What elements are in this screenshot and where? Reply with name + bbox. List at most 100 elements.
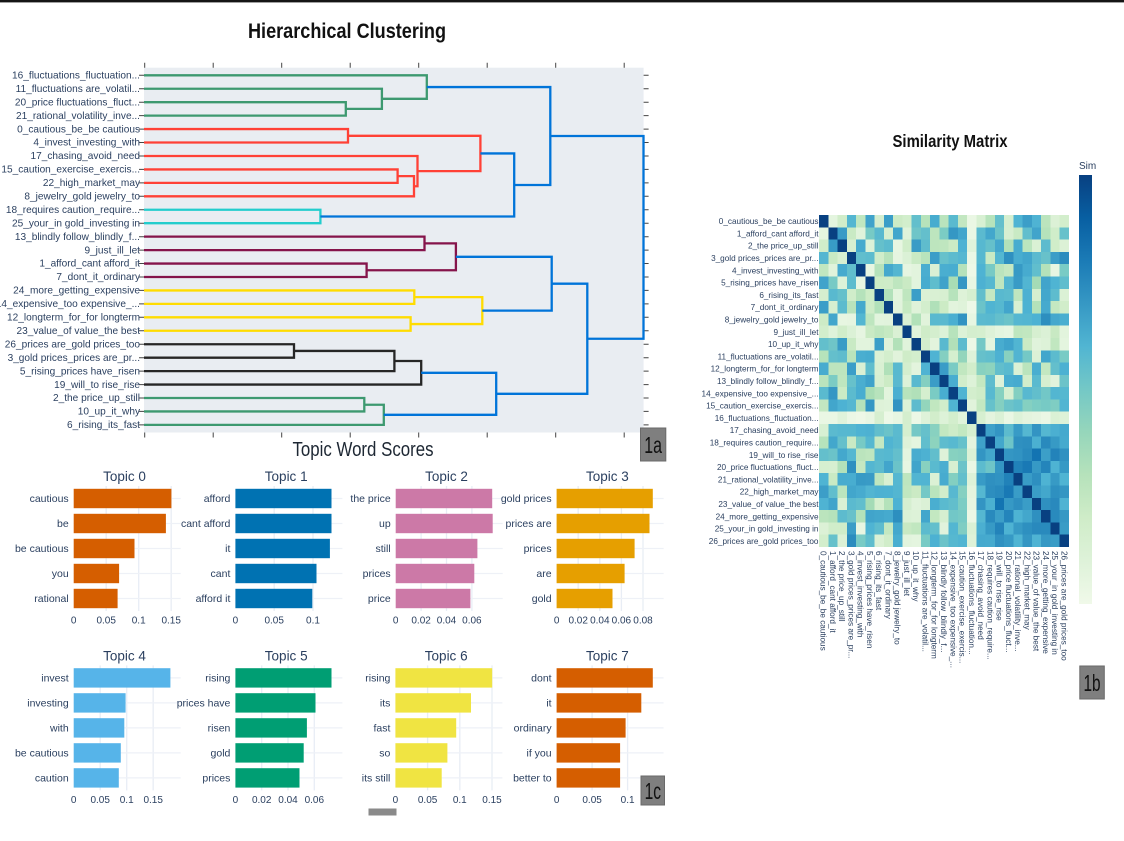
svg-text:11_fluctuations are_volatil...: 11_fluctuations are_volatil... bbox=[16, 84, 140, 95]
svg-text:18_requires caution_require...: 18_requires caution_require... bbox=[985, 551, 994, 660]
svg-text:0.02: 0.02 bbox=[568, 616, 588, 627]
svg-text:its still: its still bbox=[362, 772, 391, 784]
svg-text:0.05: 0.05 bbox=[418, 795, 438, 806]
svg-text:still: still bbox=[376, 543, 391, 555]
svg-text:22_high_market_may: 22_high_market_may bbox=[740, 488, 820, 497]
svg-text:0: 0 bbox=[233, 616, 239, 627]
svg-text:15_caution_exercise_exercis...: 15_caution_exercise_exercis... bbox=[1, 165, 140, 176]
svg-text:8_jewelry_gold jewelry_to: 8_jewelry_gold jewelry_to bbox=[725, 316, 819, 325]
svg-text:price: price bbox=[368, 593, 391, 605]
svg-text:if you: if you bbox=[526, 747, 551, 759]
svg-text:0: 0 bbox=[393, 795, 399, 806]
svg-text:14_expensive_too expensive_...: 14_expensive_too expensive_... bbox=[0, 299, 140, 310]
svg-text:24_more_getting_expensive: 24_more_getting_expensive bbox=[716, 512, 819, 521]
svg-text:0.1: 0.1 bbox=[621, 795, 635, 806]
svg-text:16_fluctuations_fluctuation...: 16_fluctuations_fluctuation... bbox=[12, 71, 140, 82]
svg-text:Topic Word Scores: Topic Word Scores bbox=[293, 438, 434, 461]
svg-text:24_more_getting_expensive: 24_more_getting_expensive bbox=[1041, 551, 1050, 654]
svg-text:invest: invest bbox=[41, 672, 69, 684]
svg-text:22_high_market_may: 22_high_market_may bbox=[1022, 551, 1031, 631]
svg-text:9_just_ill_let: 9_just_ill_let bbox=[902, 551, 911, 597]
svg-text:prices have: prices have bbox=[177, 697, 231, 709]
svg-text:Sim: Sim bbox=[1079, 161, 1096, 172]
svg-text:0.05: 0.05 bbox=[264, 616, 284, 627]
svg-text:Topic 1: Topic 1 bbox=[265, 469, 308, 484]
svg-text:0: 0 bbox=[71, 616, 77, 627]
svg-text:6_rising_its_fast: 6_rising_its_fast bbox=[874, 551, 883, 611]
svg-text:0.06: 0.06 bbox=[612, 616, 632, 627]
svg-text:12_longterm_for_for longterm: 12_longterm_for_for longterm bbox=[7, 313, 140, 324]
svg-text:the price: the price bbox=[350, 493, 390, 505]
svg-text:25_your_in gold_investing in: 25_your_in gold_investing in bbox=[12, 218, 140, 229]
svg-text:0.1: 0.1 bbox=[453, 795, 467, 806]
svg-text:are: are bbox=[536, 568, 551, 580]
svg-text:5_rising_prices have_risen: 5_rising_prices have_risen bbox=[721, 279, 819, 288]
svg-text:11_fluctuations are_volatil...: 11_fluctuations are_volatil... bbox=[718, 352, 819, 361]
svg-text:13_blindly follow_blindly_f...: 13_blindly follow_blindly_f... bbox=[717, 377, 819, 386]
svg-text:prices are: prices are bbox=[505, 518, 551, 530]
svg-text:0.02: 0.02 bbox=[252, 795, 272, 806]
svg-text:4_invest_investing_with: 4_invest_investing_with bbox=[33, 138, 140, 149]
svg-text:0.1: 0.1 bbox=[306, 616, 320, 627]
svg-text:26_prices are_gold prices_too: 26_prices are_gold prices_too bbox=[709, 537, 819, 546]
svg-text:3_gold prices_prices are_pr...: 3_gold prices_prices are_pr... bbox=[711, 254, 818, 263]
svg-text:21_rational_volatility_inve...: 21_rational_volatility_inve... bbox=[718, 475, 819, 484]
svg-text:3_gold prices_prices are_pr...: 3_gold prices_prices are_pr... bbox=[846, 551, 855, 658]
svg-text:Topic 3: Topic 3 bbox=[586, 469, 629, 484]
svg-text:4_invest_investing_with: 4_invest_investing_with bbox=[732, 266, 819, 275]
svg-text:19_will_to rise_rise: 19_will_to rise_rise bbox=[749, 451, 819, 460]
svg-text:prices: prices bbox=[202, 772, 230, 784]
svg-text:0.04: 0.04 bbox=[278, 795, 298, 806]
svg-text:2_the price_up_still: 2_the price_up_still bbox=[837, 551, 846, 622]
svg-text:cautious: cautious bbox=[30, 493, 69, 505]
svg-text:16_fluctuations_fluctuation...: 16_fluctuations_fluctuation... bbox=[967, 551, 976, 655]
svg-text:0_cautious_be_be cautious: 0_cautious_be_be cautious bbox=[719, 217, 819, 226]
svg-text:17_chasing_avoid_need: 17_chasing_avoid_need bbox=[976, 551, 985, 640]
svg-text:its: its bbox=[380, 697, 391, 709]
svg-text:0.05: 0.05 bbox=[90, 795, 110, 806]
svg-text:0.1: 0.1 bbox=[120, 795, 134, 806]
svg-text:10_up_it_why: 10_up_it_why bbox=[78, 407, 141, 418]
svg-text:23_value_of value_the best: 23_value_of value_the best bbox=[718, 500, 819, 509]
svg-text:afford it: afford it bbox=[196, 593, 231, 605]
svg-text:0.15: 0.15 bbox=[143, 795, 163, 806]
svg-text:15_caution_exercise_exercis...: 15_caution_exercise_exercis... bbox=[958, 551, 967, 663]
svg-text:you: you bbox=[52, 568, 69, 580]
svg-text:Topic 6: Topic 6 bbox=[425, 648, 468, 663]
svg-text:rational: rational bbox=[34, 593, 68, 605]
svg-text:13_blindly follow_blindly_f...: 13_blindly follow_blindly_f... bbox=[15, 232, 140, 243]
svg-text:0: 0 bbox=[554, 795, 560, 806]
svg-text:cant afford: cant afford bbox=[181, 518, 231, 530]
svg-text:8_jewelry_gold jewelry_to: 8_jewelry_gold jewelry_to bbox=[24, 192, 140, 203]
svg-text:Hierarchical Clustering: Hierarchical Clustering bbox=[248, 19, 446, 43]
svg-text:gold: gold bbox=[532, 593, 552, 605]
svg-text:1c: 1c bbox=[645, 778, 661, 804]
svg-text:fast: fast bbox=[373, 722, 390, 734]
svg-text:gold prices: gold prices bbox=[501, 493, 552, 505]
svg-text:12_longterm_for_for longterm: 12_longterm_for_for longterm bbox=[930, 551, 939, 659]
svg-text:up: up bbox=[379, 518, 391, 530]
svg-text:0.02: 0.02 bbox=[411, 616, 431, 627]
svg-text:14_expensive_too expensive_...: 14_expensive_too expensive_... bbox=[702, 389, 819, 398]
svg-text:15_caution_exercise_exercis...: 15_caution_exercise_exercis... bbox=[706, 402, 818, 411]
svg-text:23_value_of value_the best: 23_value_of value_the best bbox=[1032, 551, 1041, 652]
svg-text:gold: gold bbox=[211, 747, 231, 759]
svg-text:7_dont_it_ordinary: 7_dont_it_ordinary bbox=[751, 303, 820, 312]
svg-text:Topic 4: Topic 4 bbox=[103, 648, 146, 663]
svg-text:risen: risen bbox=[208, 722, 231, 734]
svg-text:0: 0 bbox=[233, 795, 239, 806]
svg-text:26_prices are_gold prices_too: 26_prices are_gold prices_too bbox=[1059, 551, 1068, 661]
svg-text:be cautious: be cautious bbox=[15, 543, 69, 555]
svg-text:caution: caution bbox=[35, 772, 69, 784]
svg-text:21_rational_volatility_inve...: 21_rational_volatility_inve... bbox=[16, 111, 140, 122]
svg-text:10_up_it_why: 10_up_it_why bbox=[768, 340, 819, 349]
svg-text:Topic 2: Topic 2 bbox=[425, 469, 468, 484]
svg-text:1b: 1b bbox=[1083, 670, 1100, 696]
svg-text:11_fluctuations are_volatil...: 11_fluctuations are_volatil... bbox=[921, 551, 930, 652]
svg-text:19_will_to rise_rise: 19_will_to rise_rise bbox=[54, 380, 140, 391]
svg-text:Topic 7: Topic 7 bbox=[586, 648, 629, 663]
svg-text:19_will_to rise_rise: 19_will_to rise_rise bbox=[995, 551, 1004, 621]
svg-text:0: 0 bbox=[71, 795, 77, 806]
svg-text:dont: dont bbox=[531, 672, 552, 684]
svg-text:afford: afford bbox=[204, 493, 231, 505]
